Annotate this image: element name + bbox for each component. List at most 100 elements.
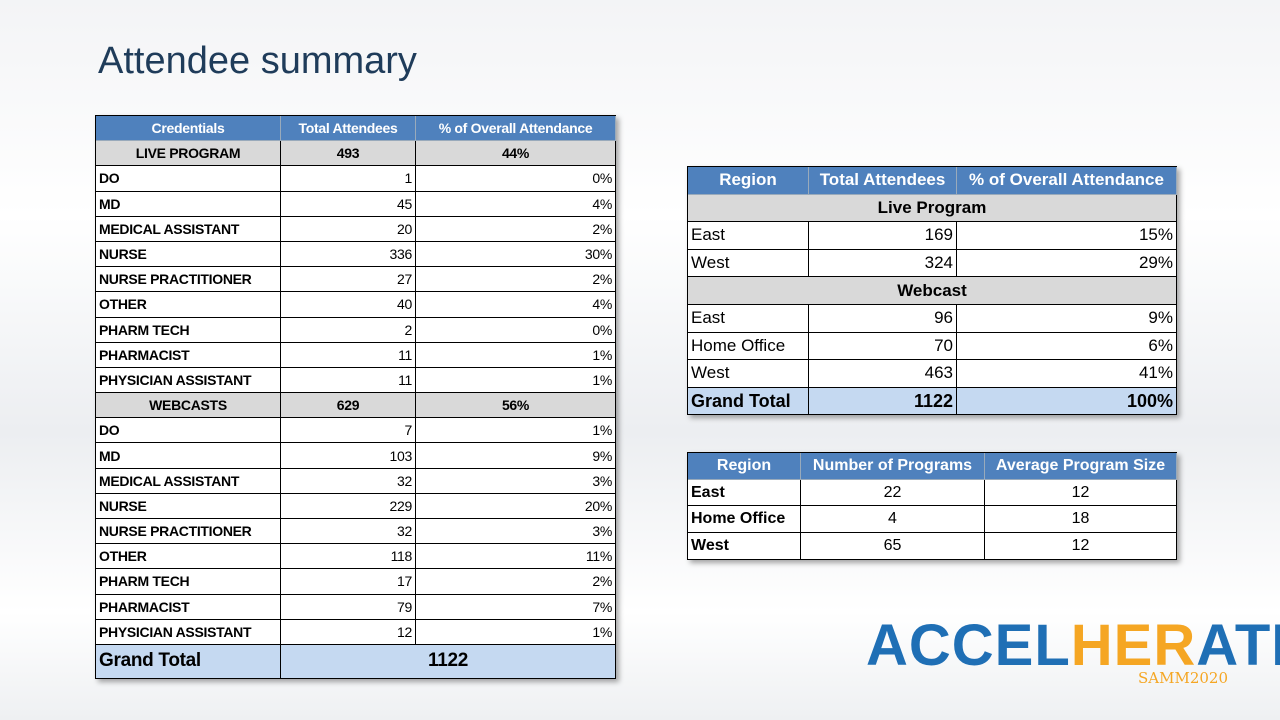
row-label: East [688,222,809,250]
logo-part: ACCEL [866,613,1071,678]
table-cell: 463 [809,360,957,388]
table-row: Home Office 4 18 [688,506,1177,534]
table-row: LIVE PROGRAM 493 44% [96,141,616,167]
table-row: Region Number of Programs Average Program … [688,453,1177,480]
table-cell: 1% [416,342,616,368]
table-cell: 629 [281,393,416,419]
table-row: East 96 9% [688,304,1177,333]
table-cell: 79 [281,594,416,620]
table-cell: 11% [416,544,616,570]
table-row: NURSE PRACTITIONER 32 3% [96,519,616,545]
row-label: West [688,249,809,278]
table-cell: 32 [281,519,416,545]
table-row: West 463 41% [688,360,1177,388]
table-row: DO 7 1% [96,418,616,444]
table-cell: 65 [801,533,985,560]
section-label: Live Program [688,194,1177,223]
header-cell: Total Attendees [809,167,957,195]
row-label: DO [96,166,281,192]
table-cell: 22 [801,479,985,507]
table-cell: 336 [281,241,416,268]
table-cell: 4% [416,292,616,318]
row-label: NURSE [96,493,281,519]
table-cell: 44% [416,141,616,167]
table-row: PHYSICIAN ASSISTANT 11 1% [96,367,616,394]
row-label: MEDICAL ASSISTANT [96,468,281,494]
table-row: OTHER 118 11% [96,544,616,570]
table-cell: 493 [281,141,416,167]
table-cell: 1% [416,619,616,645]
table-cell: 56% [416,393,616,419]
table-cell: 40 [281,292,416,318]
row-label: East [688,304,809,333]
table-cell: 41% [957,360,1177,388]
table-cell: 324 [809,249,957,278]
table-cell: 229 [281,493,416,519]
row-label: Home Office [688,506,801,534]
row-label: PHARMACIST [96,342,281,368]
table-cell: 27 [281,267,416,293]
header-cell: % of Overall Attendance [957,167,1177,195]
row-label: MD [96,443,281,469]
section-label: WEBCASTS [96,393,281,419]
table-row: East 169 15% [688,222,1177,250]
table-cell: 12 [985,533,1177,560]
table-row: Grand Total 1122 100% [688,387,1177,416]
table-cell: 18 [985,506,1177,534]
table-cell: 2% [416,216,616,242]
table-cell: 12 [281,619,416,645]
row-label: PHARM TECH [96,569,281,595]
table-cell: 20% [416,493,616,519]
row-label: NURSE [96,241,281,268]
table-cell: 7% [416,594,616,620]
table-cell: 4% [416,191,616,217]
table-row: NURSE PRACTITIONER 27 2% [96,267,616,293]
table-row: Credentials Total Attendees% of Overall A… [96,116,616,142]
table-cell: 118 [281,544,416,570]
table-cell: 20 [281,216,416,242]
table-cell: 1 [281,166,416,192]
table-cell: 9% [957,304,1177,333]
row-label: PHYSICIAN ASSISTANT [96,367,281,394]
table-cell: 103 [281,443,416,469]
table-row: NURSE 336 30% [96,241,616,268]
table-cell: 169 [809,222,957,250]
table-cell: 9% [416,443,616,469]
table-cell: 0% [416,166,616,192]
header-cell: Average Program Size [985,453,1177,480]
table-cell: 1% [416,418,616,444]
logo-part: ATE [1196,613,1280,678]
header-cell: Credentials [96,116,281,142]
table-row: MEDICAL ASSISTANT 20 2% [96,216,616,242]
table-row: OTHER 40 4% [96,292,616,318]
programs-table: Region Number of Programs Average Program … [687,452,1177,560]
table-cell: 1122 [809,387,957,416]
table-cell: 2% [416,267,616,293]
logo-subtitle: SAMM2020 [1138,669,1228,687]
table-row: West 324 29% [688,249,1177,278]
section-label: Webcast [688,277,1177,305]
table-row: MD 103 9% [96,443,616,469]
table-row: PHARM TECH 17 2% [96,569,616,595]
table-cell: 0% [416,317,616,343]
table-row: MEDICAL ASSISTANT 32 3% [96,468,616,494]
table-row: DO 1 0% [96,166,616,192]
table-cell: 96 [809,304,957,333]
table-cell: 30% [416,241,616,268]
table-cell: 3% [416,468,616,494]
row-label: NURSE PRACTITIONER [96,519,281,545]
table-cell: 3% [416,519,616,545]
table-cell: 15% [957,222,1177,250]
row-label: MEDICAL ASSISTANT [96,216,281,242]
table-cell: 6% [957,332,1177,361]
table-cell: 2% [416,569,616,595]
table-cell: 12 [985,479,1177,507]
table-cell: 29% [957,249,1177,278]
row-label: MD [96,191,281,217]
row-label: PHARMACIST [96,594,281,620]
row-label: PHYSICIAN ASSISTANT [96,619,281,645]
header-cell: Number of Programs [801,453,985,480]
row-label: OTHER [96,292,281,318]
logo-part: HER [1070,613,1197,678]
table-row: East 22 12 [688,479,1177,507]
